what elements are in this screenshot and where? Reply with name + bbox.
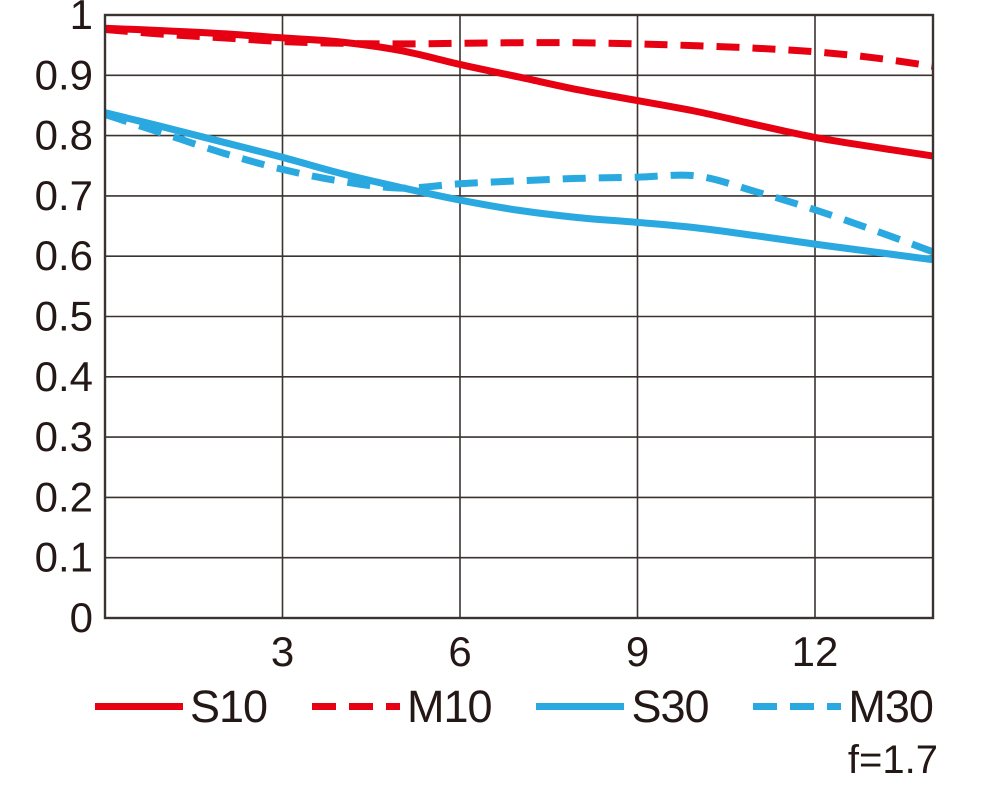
x-tick-label: 3 [271,628,294,675]
curve-m10 [105,26,933,70]
legend: S10 M10 S30 M30 [95,680,934,732]
y-tick-label: 0 [70,594,93,641]
x-tick-label: 9 [626,628,649,675]
curve-s10 [105,24,933,160]
y-tick-label: 0.1 [35,534,93,581]
legend-label-m30: M30 [848,680,934,732]
s30-solid-line-swatch [536,702,625,710]
legend-label-m10: M10 [406,680,493,732]
y-tick-label: 0.8 [35,112,93,159]
y-tick-label: 0.2 [35,473,93,520]
y-tick-label: 0.4 [35,353,93,400]
plot-frame [103,13,935,620]
legend-label-s30: S30 [631,680,709,732]
x-tick-label: 12 [792,628,839,675]
y-tick-label: 0.6 [35,232,93,279]
legend-item-s30: S30 [536,680,710,732]
m10-dashed-line-swatch [311,702,400,710]
legend-item-s10: S10 [95,680,268,732]
y-tick-label: 0.9 [35,51,93,98]
y-tick-label: 0.5 [35,293,93,340]
y-tick-label: 0.7 [35,172,93,219]
legend-item-m30: M30 [753,680,934,732]
legend-label-s10: S10 [190,680,268,732]
x-tick-label: 6 [448,628,471,675]
y-tick-label: 1 [70,0,93,38]
aperture-annotation: f=1.7 [847,738,938,782]
curve-s30 [105,109,933,264]
y-tick-label: 0.3 [35,413,93,460]
m30-dashed-line-swatch [753,702,842,710]
s10-solid-line-swatch [95,702,183,710]
legend-item-m10: M10 [311,680,493,732]
